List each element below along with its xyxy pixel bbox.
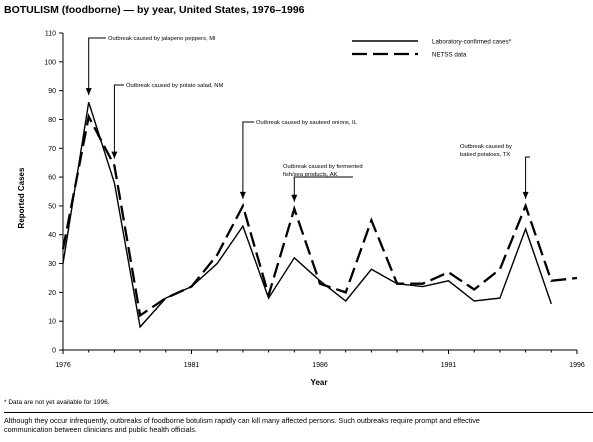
annotations: Outbreak caused by jalapeno peppers, MI O… [85,36,530,202]
y-tick-label: 70 [48,146,56,153]
annotation-arrow-head [239,191,246,199]
legend-label-netss: NETSS data [432,52,467,59]
annotation-text: Outbreak caused by sauteed onions, IL [256,120,358,126]
y-tick-label: 100 [44,59,56,66]
legend-label-laboratory-confirmed: Laboratory-confirmed cases* [432,39,512,46]
x-tick-label: 1996 [569,362,585,369]
series-line-netss [61,113,578,318]
x-tick-label: 1976 [55,362,71,369]
annotation-arrow-shaft [113,84,124,159]
caption-divider [4,412,593,413]
annotation-arrow-shaft [88,37,106,96]
annotation-arrow-shaft [525,156,530,199]
annotation-arrow-shaft [242,121,254,199]
footnote: * Data are not yet available for 1996. [4,399,110,406]
x-tick-label: 1981 [184,362,200,369]
legend: Laboratory-confirmed cases* NETSS data [352,39,512,59]
x-tick-label: 1991 [441,362,457,369]
series-lines [61,101,578,329]
annotation-text: Outbreak caused by jalapeno peppers, MI [108,36,216,42]
annotation-arrow-head [85,88,92,96]
y-tick-label: 20 [48,290,56,297]
annotation-text: Outbreak caused by potato salad, NM [126,83,223,89]
annotation-text: baked potatoes, TX [460,152,510,158]
x-tick-label: 1986 [312,362,328,369]
annotation-text: Outbreak caused by [460,144,512,150]
annotation-arrow-shaft [293,176,353,202]
annotation-arrow-head [291,194,298,202]
y-tick-label: 50 [48,203,56,210]
annotation-text: Outbreak caused by fermented [283,164,363,170]
chart-title: BOTULISM (foodborne) — by year, United S… [4,4,305,16]
x-axis-label: Year [311,378,328,387]
y-tick-label: 60 [48,175,56,182]
y-tick-label: 90 [48,88,56,95]
axes: 0 10 20 30 40 50 60 70 80 90 100 110 1976 1981 1986 199… [44,31,585,370]
annotation-arrow-head [111,151,118,159]
figure-caption: Although they occur infrequently, outbre… [4,416,480,434]
y-tick-label: 80 [48,117,56,124]
y-tick-label: 10 [48,319,56,326]
series-line-laboratory-confirmed [62,101,552,329]
annotation-arrow-head [522,191,529,199]
y-tick-label: 30 [48,261,56,268]
y-axis-label: Reported Cases [17,167,26,228]
y-tick-label: 40 [48,232,56,239]
annotation-text: fish/sea products, AK [283,172,338,178]
y-tick-label: 110 [45,31,56,38]
y-tick-label: 0 [52,348,56,355]
